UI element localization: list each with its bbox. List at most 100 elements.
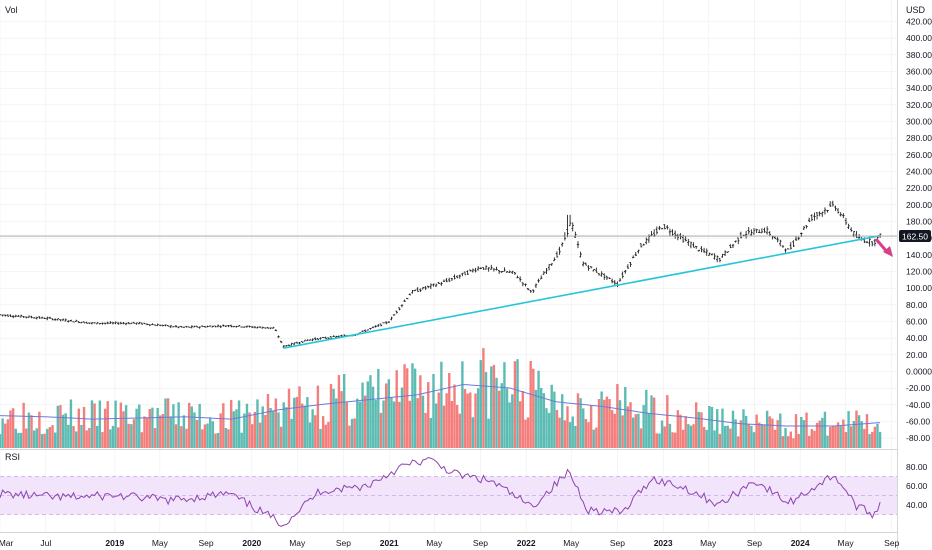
- volume-bar: [873, 426, 877, 448]
- ohlc-bar: [545, 267, 548, 274]
- ohlc-bar: [697, 249, 701, 252]
- time-axis[interactable]: Mar Jul 2019 May Sep 2020 May Sep 2021 May Sep 2022…: [0, 538, 900, 548]
- volume-bar: [274, 398, 278, 448]
- ohlc-bar: [440, 281, 443, 286]
- price-ohlc-bars[interactable]: [0, 200, 882, 348]
- ohlc-bar: [821, 211, 824, 217]
- ohlc-bar: [379, 323, 383, 327]
- ohlc-bar: [789, 242, 792, 250]
- price-tick-label: 40.00: [906, 333, 928, 343]
- price-axis[interactable]: 420.00 400.00 380.00 360.00 340.00 320.00 300.…: [906, 17, 932, 444]
- volume-bar: [80, 424, 83, 448]
- volume-bar: [666, 395, 669, 448]
- volume-bar: [621, 415, 624, 448]
- ohlc-bar: [518, 276, 522, 282]
- ohlc-bar: [122, 321, 125, 325]
- volume-bar: [74, 431, 78, 448]
- ohlc-bar: [779, 239, 782, 247]
- volume-bar: [348, 425, 351, 448]
- ohlc-bar: [201, 325, 204, 327]
- volume-bar: [148, 409, 151, 448]
- volume-bar: [311, 409, 314, 448]
- volume-bar: [471, 417, 475, 448]
- volume-bar: [765, 410, 769, 448]
- volume-bar: [839, 426, 842, 448]
- time-tick-label: May: [700, 538, 717, 548]
- volume-bar: [802, 420, 806, 448]
- ohlc-bar: [487, 267, 490, 272]
- volume-bar: [434, 403, 438, 448]
- ohlc-bar: [300, 340, 304, 343]
- ohlc-bar: [550, 263, 553, 266]
- volume-bar: [424, 412, 427, 448]
- trendline[interactable]: [283, 234, 881, 349]
- rsi-axis[interactable]: 80.00 60.00 40.00: [906, 462, 928, 510]
- volume-bar: [387, 379, 391, 448]
- volume-bar: [445, 393, 448, 448]
- volume-bar: [558, 417, 561, 448]
- volume-bar: [77, 408, 81, 448]
- ohlc-bar: [332, 335, 335, 338]
- ohlc-bar: [500, 270, 503, 273]
- price-tick-label: 0.0000: [906, 367, 932, 377]
- ohlc-bar: [235, 325, 238, 328]
- rsi-band-lines: [0, 476, 897, 515]
- volume-bar: [461, 361, 464, 448]
- ohlc-bar: [505, 271, 509, 273]
- ohlc-bar: [27, 315, 31, 318]
- ohlc-bar: [214, 325, 217, 328]
- volume-bar: [868, 434, 871, 448]
- ohlc-bar: [248, 325, 251, 328]
- volume-bar: [450, 400, 454, 448]
- ohlc-bar: [19, 314, 23, 318]
- ohlc-bar: [637, 249, 640, 254]
- volume-bar: [327, 421, 330, 448]
- volume-bar: [571, 416, 574, 448]
- ohlc-bar: [705, 248, 708, 256]
- price-tick-label: 360.00: [906, 67, 932, 77]
- volume-bar: [576, 393, 580, 448]
- ohlc-bar: [398, 307, 401, 311]
- ohlc-bar: [185, 325, 188, 328]
- volume-bar: [82, 406, 86, 448]
- ohlc-bar: [671, 229, 674, 236]
- ohlc-bar: [424, 285, 427, 290]
- volume-bar: [421, 395, 425, 448]
- rsi-tick-label: 40.00: [906, 500, 928, 510]
- ohlc-bar: [311, 338, 314, 342]
- volume-bar: [663, 426, 666, 448]
- ohlc-bar: [521, 282, 525, 287]
- ohlc-bar: [574, 231, 577, 238]
- volume-bar: [731, 410, 735, 448]
- volume-bar: [138, 404, 141, 448]
- volume-bar: [324, 424, 327, 448]
- volume-bar: [243, 413, 246, 448]
- volume-bar: [27, 412, 31, 448]
- rsi-line: [0, 456, 881, 527]
- ohlc-bar: [413, 289, 417, 292]
- volume-bar: [51, 425, 54, 448]
- volume-bar: [789, 431, 792, 448]
- ohlc-bar: [836, 208, 840, 214]
- volume-bar: [329, 384, 333, 448]
- volume-bar: [366, 381, 370, 448]
- ohlc-bar: [813, 212, 816, 221]
- volume-bar: [469, 392, 472, 448]
- time-tick-label: Sep: [610, 538, 625, 548]
- volume-bar: [863, 428, 866, 448]
- volume-bar: [671, 432, 674, 448]
- volume-bar: [532, 368, 535, 448]
- volume-bar: [390, 397, 393, 448]
- volume-bar: [645, 389, 648, 448]
- ohlc-bar: [600, 271, 603, 277]
- volume-bars[interactable]: [0, 348, 882, 448]
- ohlc-bar: [161, 324, 165, 327]
- volume-bar: [876, 423, 879, 448]
- ohlc-bar: [174, 324, 178, 328]
- volume-bar: [545, 408, 548, 448]
- ohlc-bar: [484, 265, 488, 270]
- volume-bar: [561, 394, 564, 448]
- volume-bar: [408, 400, 412, 448]
- volume-bar: [684, 416, 687, 448]
